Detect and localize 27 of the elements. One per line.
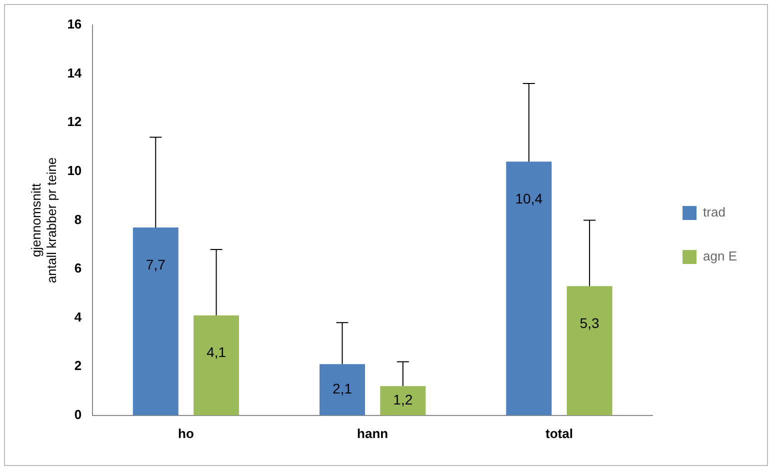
legend-label: trad <box>703 204 726 220</box>
x-tick-label: hann <box>357 426 388 441</box>
bar <box>566 286 612 416</box>
y-tick-label: 14 <box>67 65 82 80</box>
data-label: 4,1 <box>206 344 226 360</box>
data-label: 5,3 <box>580 314 600 331</box>
x-tick-label: total <box>545 426 573 441</box>
bar <box>506 162 552 416</box>
y-tick-label: 0 <box>74 406 82 422</box>
y-tick-label: 6 <box>74 260 82 276</box>
data-label: 2,1 <box>332 380 352 397</box>
x-tick-label: ho <box>178 426 194 441</box>
y-tick-label: 4 <box>74 309 82 324</box>
bar <box>380 386 426 416</box>
data-label: 7,7 <box>146 256 166 272</box>
y-tick-label: 10 <box>67 162 82 178</box>
y-tick-label: 8 <box>74 212 82 227</box>
data-label: 1,2 <box>393 392 413 408</box>
y-tick-label: 12 <box>67 114 82 130</box>
y-tick-label: 16 <box>67 16 82 32</box>
data-label: 10,4 <box>515 190 543 206</box>
y-axis-title: gjennomsnitt antall krabber pr teine <box>28 157 59 284</box>
bar <box>320 364 366 416</box>
bar <box>132 228 178 416</box>
y-tick-label: 2 <box>74 358 82 374</box>
bar <box>194 315 240 416</box>
legend-label: agn E <box>703 248 738 264</box>
